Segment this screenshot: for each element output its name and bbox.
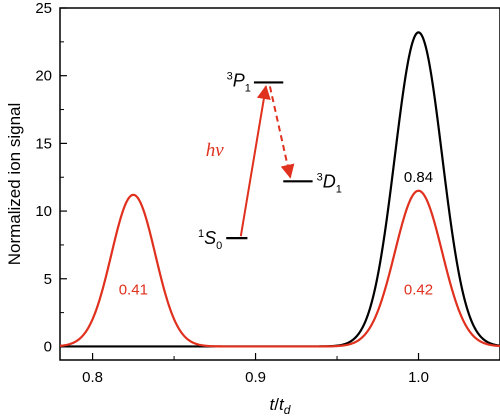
level-label-S0: 1S0 [198,228,222,252]
annotations-layer: 0.84 0.41 0.42 [119,169,433,298]
plot-frame [59,7,500,361]
annotation-0: 0.84 [404,169,433,186]
level-label-P1: 3P1 [227,70,251,94]
y-tick-label: 0 [44,338,52,355]
level-label-D1: 3D1 [317,171,342,195]
y-axis-label: Normalized ion signal [5,103,24,266]
x-tick-label: 1.0 [408,369,429,386]
energy-level-inset: 1S0 3P1 3D1 hν [198,70,342,252]
y-tick-label: 25 [35,0,52,17]
x-tick-label: 0.9 [245,369,266,386]
annotation-2: 0.42 [404,282,433,299]
series-line-0 [60,31,500,348]
x-axis-label: t/td [270,395,291,417]
axis-ticks: 0.8 0.9 1.0 0 5 10 15 20 25 [35,0,429,386]
y-tick-label: 20 [35,68,52,85]
excitation-arrow [239,85,271,237]
y-tick-label: 15 [35,135,52,152]
series-line-1 [59,189,500,348]
annotation-1: 0.41 [119,282,148,299]
series-layer [59,31,500,348]
decay-arrow [268,86,295,179]
y-tick-label: 10 [35,203,52,220]
excitation-label: hν [206,140,225,161]
x-tick-label: 0.8 [82,369,103,386]
y-tick-label: 5 [44,271,52,288]
